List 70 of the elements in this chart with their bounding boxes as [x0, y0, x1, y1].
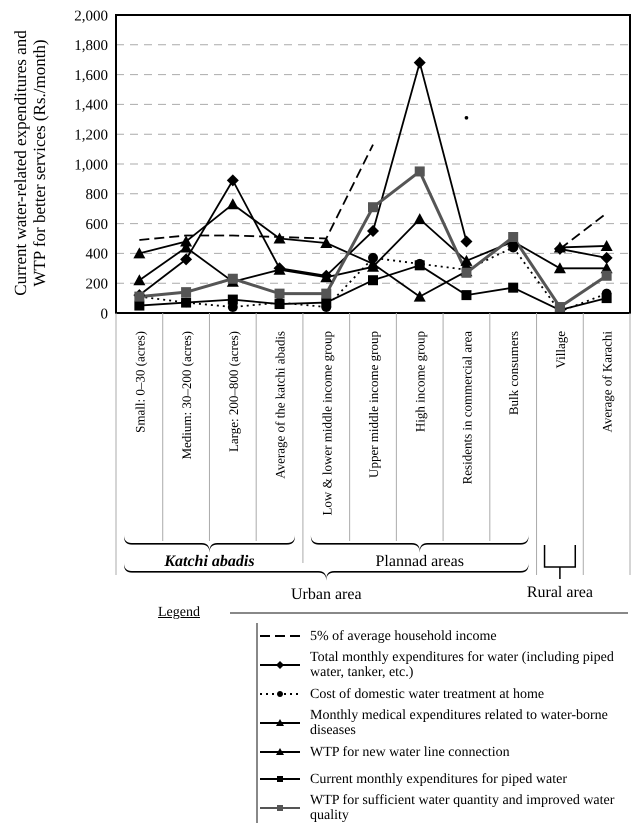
point [414, 290, 426, 302]
point [602, 270, 612, 281]
y-tick-label: 1,600 [74, 68, 108, 84]
point [368, 275, 378, 286]
point [181, 287, 192, 298]
legend-label: Total monthly expenditures for water (including piped water, tanker, etc.) [310, 650, 615, 680]
y-axis-title: Current water-related expenditures and WTP for better services (Rs./month) [11, 29, 49, 298]
point [460, 235, 472, 248]
point [274, 288, 285, 299]
y-tick-label: 1,800 [74, 38, 108, 54]
point [226, 174, 239, 186]
legend-title: Legend [158, 605, 200, 621]
point [414, 213, 426, 224]
point [414, 166, 425, 176]
y-tick-label: 400 [86, 246, 108, 263]
x-tick-label: Upper middle income group [366, 331, 381, 478]
text: Katchi abadis [163, 553, 255, 570]
point [368, 202, 378, 212]
point [461, 268, 472, 278]
legend-label: 5% of average household income [310, 628, 498, 644]
x-tick-label: Large: 200–800 (acres) [226, 331, 241, 452]
point [180, 235, 192, 246]
y-tick-label: 200 [86, 276, 108, 293]
y-tick-label: 1,000 [74, 157, 108, 174]
point [460, 254, 472, 266]
point [554, 302, 565, 312]
legend-label: Current monthly expenditures for piped water [310, 772, 568, 786]
text: Rural area [526, 584, 594, 601]
point [508, 232, 518, 242]
legend-label: Monthly medical expenditures related to water-borne diseases [310, 708, 609, 738]
legend-label: WTP for new water line connection [310, 744, 511, 760]
legend-label: Cost of domestic water treatment at home [310, 686, 546, 702]
x-tick-label: Average of Karachi [600, 330, 615, 433]
legend-label: WTP for sufficient water quantity and improved water quality [310, 793, 616, 823]
x-tick-label: Residents in commercial area [459, 330, 474, 484]
x-tick-label: Small: 0–30 (acres) [132, 331, 148, 433]
y-tick-label: 0 [100, 306, 108, 322]
point [321, 298, 332, 308]
point [554, 262, 566, 274]
y-tick-label: 1,400 [74, 98, 108, 114]
point [600, 252, 613, 264]
point [274, 232, 286, 244]
point [181, 298, 192, 308]
x-tick-label: Village [552, 330, 568, 368]
y-tick-label: 2,000 [74, 8, 108, 24]
text: Plannad areas [376, 553, 464, 570]
point [228, 274, 238, 284]
point [602, 293, 612, 304]
text: Urban area [290, 586, 362, 603]
point [321, 288, 332, 299]
point [600, 240, 613, 251]
point [180, 253, 192, 266]
x-tick-label: Medium: 30–200 (acres) [179, 331, 194, 460]
x-tick-label: Bulk consumers [506, 331, 522, 416]
y-tick-label: 800 [86, 187, 108, 204]
x-tick-label: High income group [412, 331, 428, 432]
point [133, 247, 146, 258]
x-tick-label: Average of the katchi abadis [272, 331, 288, 479]
point [133, 274, 146, 286]
point [508, 282, 518, 293]
y-tick-label: 1,200 [74, 128, 108, 144]
y-tick-label: 600 [86, 216, 108, 233]
point [228, 294, 238, 305]
point [134, 300, 144, 311]
point [226, 198, 239, 210]
point [461, 290, 472, 300]
x-tick-label: Low & lower middle income group [319, 331, 334, 516]
point [414, 56, 426, 69]
point [320, 236, 332, 248]
point [367, 225, 379, 238]
